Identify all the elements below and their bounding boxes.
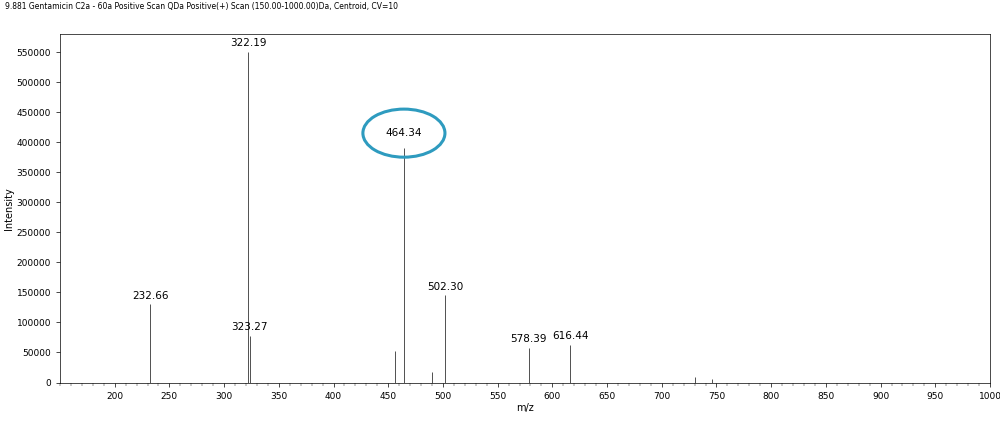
Text: 322.19: 322.19 [230, 38, 267, 48]
Text: 616.44: 616.44 [552, 331, 589, 341]
Text: 232.66: 232.66 [132, 291, 169, 301]
Y-axis label: Intensity: Intensity [4, 187, 14, 230]
Text: 9.881 Gentamicin C2a - 60a Positive Scan QDa Positive(+) Scan (150.00-1000.00)Da: 9.881 Gentamicin C2a - 60a Positive Scan… [5, 2, 398, 11]
Text: 464.34: 464.34 [386, 128, 422, 138]
X-axis label: m/z: m/z [516, 403, 534, 413]
Text: 323.27: 323.27 [231, 322, 268, 332]
Text: 502.30: 502.30 [427, 282, 464, 292]
Text: 578.39: 578.39 [510, 334, 547, 344]
